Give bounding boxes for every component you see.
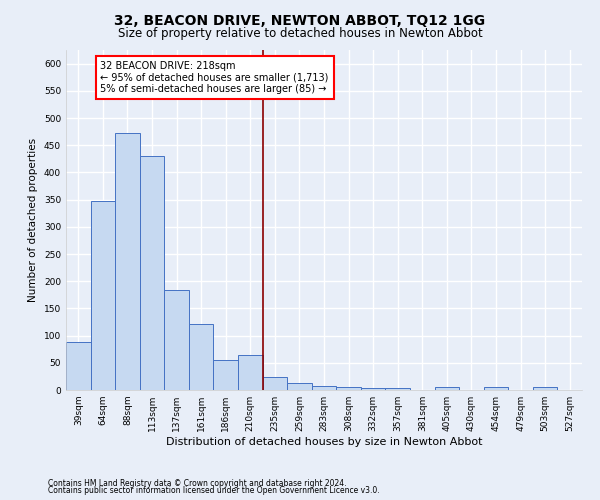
Bar: [312, 386, 336, 390]
Bar: [189, 324, 214, 390]
Bar: [214, 360, 238, 390]
Y-axis label: Number of detached properties: Number of detached properties: [28, 138, 38, 302]
Text: Size of property relative to detached houses in Newton Abbot: Size of property relative to detached ho…: [118, 28, 482, 40]
Bar: [91, 200, 115, 390]
Bar: [385, 388, 410, 390]
Text: Contains HM Land Registry data © Crown copyright and database right 2024.: Contains HM Land Registry data © Crown c…: [48, 478, 347, 488]
Bar: [140, 156, 164, 390]
Bar: [263, 377, 287, 390]
X-axis label: Distribution of detached houses by size in Newton Abbot: Distribution of detached houses by size …: [166, 437, 482, 447]
Bar: [287, 384, 312, 390]
Bar: [434, 388, 459, 390]
Bar: [336, 388, 361, 390]
Text: 32, BEACON DRIVE, NEWTON ABBOT, TQ12 1GG: 32, BEACON DRIVE, NEWTON ABBOT, TQ12 1GG: [115, 14, 485, 28]
Bar: [533, 388, 557, 390]
Bar: [484, 388, 508, 390]
Bar: [66, 342, 91, 390]
Bar: [164, 290, 189, 390]
Bar: [115, 133, 140, 390]
Bar: [361, 388, 385, 390]
Text: 32 BEACON DRIVE: 218sqm
← 95% of detached houses are smaller (1,713)
5% of semi-: 32 BEACON DRIVE: 218sqm ← 95% of detache…: [100, 61, 329, 94]
Text: Contains public sector information licensed under the Open Government Licence v3: Contains public sector information licen…: [48, 486, 380, 495]
Bar: [238, 354, 263, 390]
